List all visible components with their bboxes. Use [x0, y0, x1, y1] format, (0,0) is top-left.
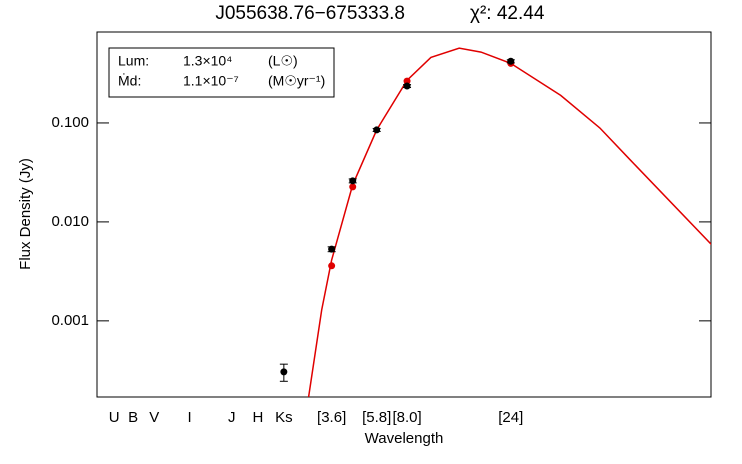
model-point — [328, 262, 336, 270]
observed-point — [280, 368, 288, 376]
plot-frame — [96, 31, 712, 398]
y-tick-label: 0.001 — [51, 312, 89, 329]
x-tick-label: [8.0] — [392, 409, 421, 426]
x-tick-label: J — [228, 409, 236, 426]
legend-text: Lum: — [118, 53, 149, 69]
observed-point — [349, 177, 357, 185]
legend-text: (M☉yr⁻¹) — [268, 73, 325, 89]
legend-text: 1.1×10⁻⁷ — [183, 73, 239, 89]
x-tick-label: Ks — [275, 409, 293, 426]
x-tick-label: [24] — [498, 409, 523, 426]
fit-label: χ²: 42.44 — [470, 3, 545, 24]
observed-point — [403, 82, 411, 90]
x-axis-label: Wavelength — [365, 430, 444, 447]
legend-text: Ṁd: — [118, 72, 141, 89]
x-tick-label: I — [188, 409, 192, 426]
x-tick-label: H — [253, 409, 264, 426]
legend-text: (L☉) — [268, 53, 298, 69]
x-tick-label: B — [128, 409, 138, 426]
model-point — [349, 183, 357, 191]
x-tick-label: [5.8] — [362, 409, 391, 426]
y-tick-label: 0.010 — [51, 213, 89, 230]
legend-text: 1.3×10⁴ — [183, 53, 232, 69]
x-tick-label: V — [149, 409, 159, 426]
observed-point — [328, 245, 336, 253]
chart-title: J055638.76−675333.8 — [215, 3, 405, 24]
legend-box — [108, 47, 335, 98]
y-axis-label: Flux Density (Jy) — [17, 158, 34, 270]
x-tick-label: U — [109, 409, 120, 426]
observed-point — [507, 57, 515, 65]
x-tick-label: [3.6] — [317, 409, 346, 426]
observed-point — [373, 126, 381, 134]
model-curve — [307, 47, 711, 397]
legend: Lum: 1.3×10⁴ (L☉) Ṁd: 1.1×10⁻⁷ (M☉yr⁻¹) — [108, 47, 335, 98]
model-point — [403, 77, 411, 85]
y-tick-label: 0.100 — [51, 114, 89, 131]
